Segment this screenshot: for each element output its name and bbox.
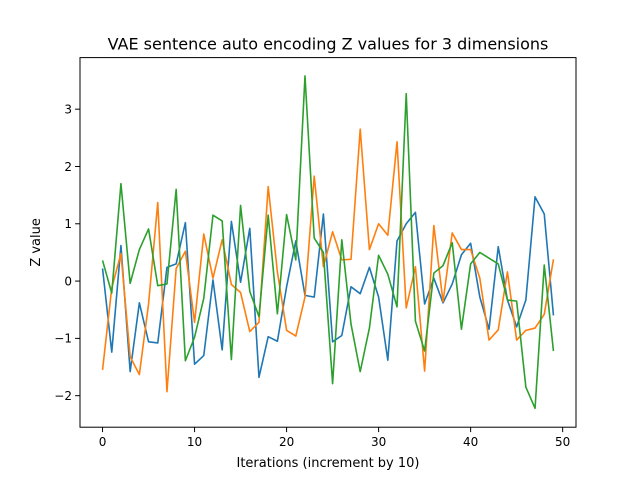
series-line-3 <box>101 75 555 410</box>
x-axis-label: Iterations (increment by 10) <box>237 456 420 471</box>
y-tick-label: −2 <box>54 389 72 403</box>
x-tick-label: 0 <box>99 435 107 449</box>
x-tick-label: 10 <box>187 435 202 449</box>
x-tick-label: 50 <box>555 435 570 449</box>
y-axis-label: Z value <box>29 218 44 267</box>
series-layer <box>101 75 555 410</box>
y-tick-label: 0 <box>64 274 72 288</box>
x-tick-label: 40 <box>463 435 478 449</box>
y-axis-ticks: −2 −1 0 1 2 3 <box>54 102 80 403</box>
chart-title: VAE sentence auto encoding Z values for … <box>108 35 549 54</box>
series-line-1 <box>101 196 555 379</box>
x-tick-label: 20 <box>279 435 294 449</box>
y-tick-label: 2 <box>64 160 72 174</box>
x-tick-label: 30 <box>371 435 386 449</box>
x-axis-ticks: 0 10 20 30 40 50 <box>99 427 570 449</box>
y-tick-label: 1 <box>64 217 72 231</box>
series-line-2 <box>101 128 555 393</box>
plot-frame <box>79 57 577 428</box>
y-tick-label: −1 <box>54 332 72 346</box>
y-tick-label: 3 <box>64 102 72 116</box>
